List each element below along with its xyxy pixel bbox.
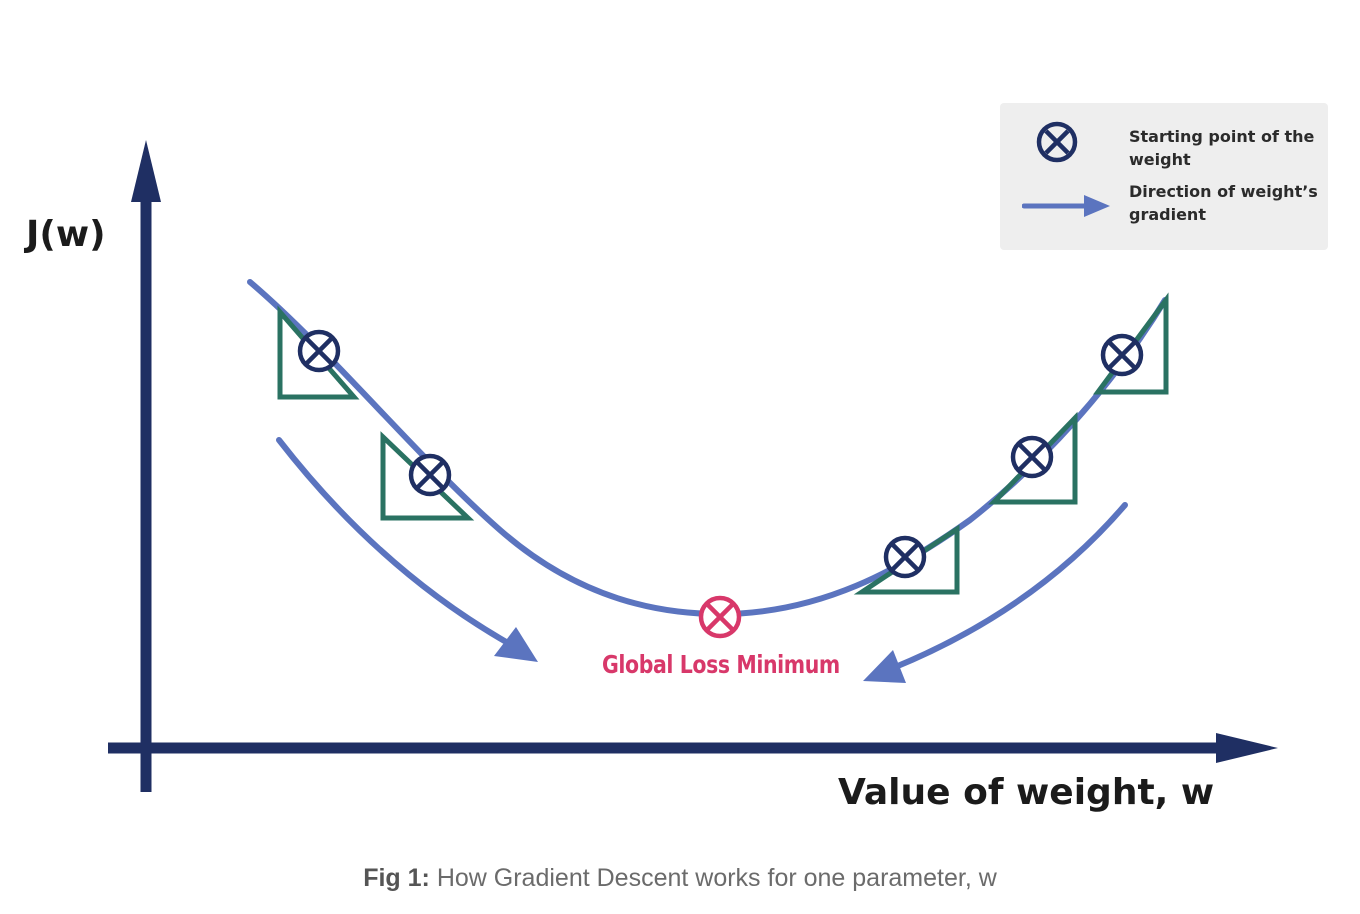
global-minimum-icon <box>698 595 742 639</box>
x-axis-arrowhead <box>1216 733 1278 763</box>
gradient-arrow-right <box>890 502 1128 671</box>
circled-x-icon <box>883 535 927 579</box>
figure-caption: Fig 1: How Gradient Descent works for on… <box>0 864 1360 893</box>
circled-x-icon <box>1036 121 1078 163</box>
caption-text: How Gradient Descent works for one param… <box>429 864 997 892</box>
gradient-arrow-left <box>276 437 511 646</box>
legend <box>1000 103 1328 250</box>
arrow-right-icon <box>1022 195 1110 217</box>
gradient-arrow-left-head <box>494 627 538 662</box>
circled-x-icon <box>1100 333 1144 377</box>
gradient-arrows <box>276 437 1128 683</box>
legend-marker <box>1036 121 1078 163</box>
legend-label-gradient-direction: Direction of weight’s gradient <box>1129 182 1318 224</box>
circled-x-icon <box>408 453 452 497</box>
y-axis-label: J(w) <box>26 214 106 255</box>
axes <box>108 140 1278 792</box>
caption-prefix: Fig 1: <box>363 864 430 892</box>
y-axis-arrowhead <box>131 140 161 202</box>
gradient-descent-diagram <box>108 140 1278 792</box>
legend-label-starting-point: Starting point of the weight <box>1129 127 1315 169</box>
circled-x-icon <box>1010 435 1054 479</box>
legend-arrow <box>1022 195 1110 217</box>
global-minimum-label: Global Loss Minimum <box>602 650 840 679</box>
gradient-arrow-right-head <box>863 650 906 683</box>
weight-markers <box>297 329 1144 579</box>
circled-x-icon <box>297 329 341 373</box>
x-axis-label: Value of weight, w <box>838 772 1215 813</box>
